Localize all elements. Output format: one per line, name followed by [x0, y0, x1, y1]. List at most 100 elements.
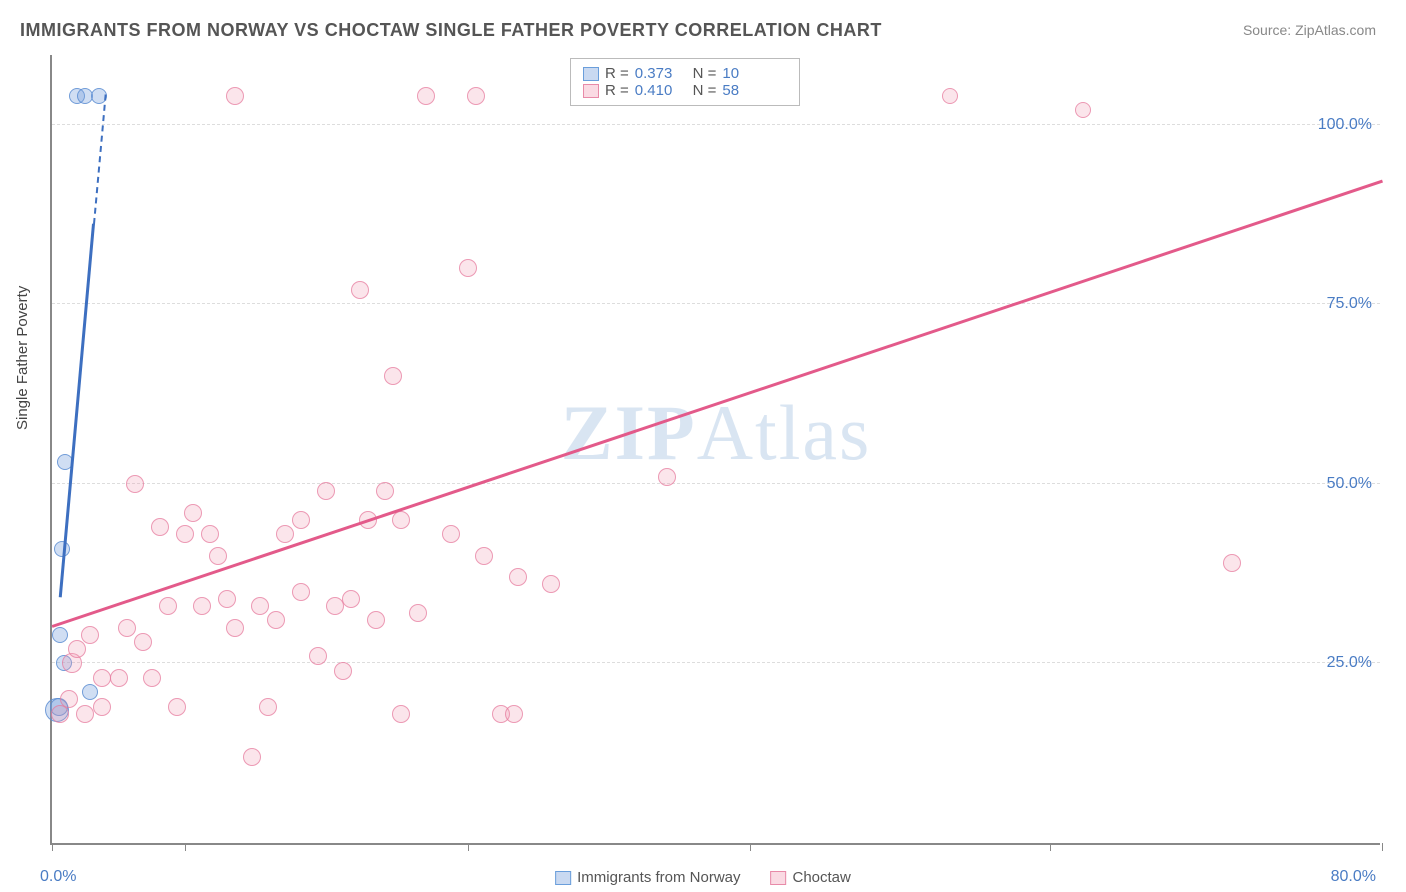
legend-item-pink: Choctaw: [771, 869, 851, 886]
scatter-point: [942, 88, 958, 104]
scatter-point: [334, 662, 352, 680]
scatter-point: [292, 511, 310, 529]
plot-area: ZIPAtlas 25.0%50.0%75.0%100.0%: [50, 55, 1380, 845]
scatter-point: [226, 87, 244, 105]
scatter-point: [110, 669, 128, 687]
scatter-point: [459, 259, 477, 277]
scatter-point: [184, 504, 202, 522]
y-tick-label: 25.0%: [1327, 654, 1372, 672]
swatch-pink: [583, 84, 599, 98]
scatter-point: [76, 705, 94, 723]
scatter-point: [392, 705, 410, 723]
n-label: N =: [693, 82, 717, 99]
x-tick: [52, 843, 53, 851]
scatter-point: [134, 633, 152, 651]
r-value-blue: 0.373: [635, 65, 673, 82]
scatter-point: [243, 748, 261, 766]
legend-item-blue: Immigrants from Norway: [555, 869, 740, 886]
scatter-point: [342, 590, 360, 608]
scatter-point: [317, 482, 335, 500]
y-axis-label: Single Father Poverty: [14, 286, 31, 430]
y-tick-label: 50.0%: [1327, 475, 1372, 493]
scatter-point: [259, 698, 277, 716]
scatter-point: [226, 619, 244, 637]
scatter-point: [93, 698, 111, 716]
scatter-point: [93, 669, 111, 687]
scatter-point: [168, 698, 186, 716]
scatter-point: [509, 568, 527, 586]
scatter-point: [52, 627, 68, 643]
trend-line: [52, 180, 1383, 628]
scatter-point: [505, 705, 523, 723]
scatter-point: [218, 590, 236, 608]
x-axis-min-label: 0.0%: [40, 868, 76, 886]
x-tick: [185, 843, 186, 851]
scatter-point: [276, 525, 294, 543]
source-attribution: Source: ZipAtlas.com: [1243, 22, 1376, 38]
n-value-blue: 10: [722, 65, 739, 82]
r-label: R =: [605, 65, 629, 82]
swatch-blue: [583, 67, 599, 81]
scatter-point: [409, 604, 427, 622]
trend-line: [93, 95, 107, 224]
scatter-point: [159, 597, 177, 615]
source-label: Source:: [1243, 22, 1291, 38]
gridline-horizontal: [52, 124, 1380, 125]
scatter-point: [68, 640, 86, 658]
scatter-point: [467, 87, 485, 105]
n-value-pink: 58: [722, 82, 739, 99]
scatter-point: [193, 597, 211, 615]
x-tick: [468, 843, 469, 851]
chart-title: IMMIGRANTS FROM NORWAY VS CHOCTAW SINGLE…: [20, 20, 882, 41]
gridline-horizontal: [52, 662, 1380, 663]
gridline-horizontal: [52, 483, 1380, 484]
scatter-point: [201, 525, 219, 543]
r-label: R =: [605, 82, 629, 99]
x-axis-max-label: 80.0%: [1331, 868, 1376, 886]
scatter-point: [143, 669, 161, 687]
legend-label-pink: Choctaw: [793, 869, 851, 886]
scatter-point: [209, 547, 227, 565]
scatter-point: [417, 87, 435, 105]
x-tick: [1382, 843, 1383, 851]
scatter-point: [376, 482, 394, 500]
scatter-point: [151, 518, 169, 536]
source-name: ZipAtlas.com: [1295, 22, 1376, 38]
scatter-point: [542, 575, 560, 593]
scatter-point: [309, 647, 327, 665]
scatter-point: [126, 475, 144, 493]
scatter-point: [384, 367, 402, 385]
scatter-point: [118, 619, 136, 637]
scatter-point: [81, 626, 99, 644]
swatch-blue: [555, 871, 571, 885]
scatter-point: [1223, 554, 1241, 572]
y-tick-label: 100.0%: [1318, 116, 1372, 134]
scatter-point: [60, 690, 78, 708]
scatter-point: [658, 468, 676, 486]
legend-label-blue: Immigrants from Norway: [577, 869, 740, 886]
scatter-point: [326, 597, 344, 615]
scatter-point: [367, 611, 385, 629]
series-legend: Immigrants from Norway Choctaw: [555, 869, 851, 886]
x-tick: [1050, 843, 1051, 851]
legend-row-blue: R = 0.373 N = 10: [583, 65, 787, 82]
scatter-point: [82, 684, 98, 700]
trend-line: [59, 224, 95, 598]
x-tick: [750, 843, 751, 851]
scatter-point: [392, 511, 410, 529]
correlation-legend: R = 0.373 N = 10 R = 0.410 N = 58: [570, 58, 800, 106]
scatter-point: [251, 597, 269, 615]
scatter-point: [292, 583, 310, 601]
scatter-point: [176, 525, 194, 543]
legend-row-pink: R = 0.410 N = 58: [583, 82, 787, 99]
n-label: N =: [693, 65, 717, 82]
scatter-point: [351, 281, 369, 299]
scatter-point: [475, 547, 493, 565]
y-tick-label: 75.0%: [1327, 295, 1372, 313]
swatch-pink: [771, 871, 787, 885]
scatter-point: [1075, 102, 1091, 118]
r-value-pink: 0.410: [635, 82, 673, 99]
scatter-point: [442, 525, 460, 543]
scatter-point: [267, 611, 285, 629]
gridline-horizontal: [52, 303, 1380, 304]
